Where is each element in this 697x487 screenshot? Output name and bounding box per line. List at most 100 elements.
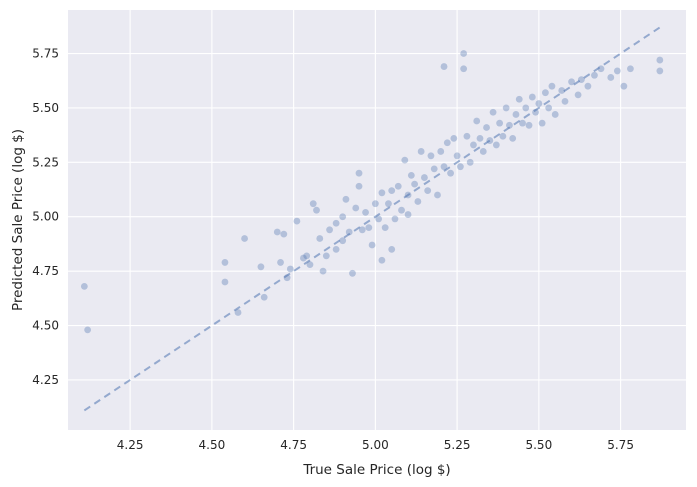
- data-point: [316, 235, 324, 242]
- y-tick-label: 4.25: [32, 373, 59, 387]
- data-point: [407, 171, 415, 179]
- data-point: [545, 104, 553, 112]
- x-axis-label: True Sale Price (log $): [302, 462, 450, 478]
- data-point: [355, 182, 363, 190]
- data-point: [627, 65, 634, 73]
- data-point: [538, 119, 546, 127]
- data-point: [509, 134, 517, 142]
- data-point: [401, 156, 409, 164]
- data-point: [332, 219, 340, 227]
- data-point: [358, 226, 366, 234]
- data-point: [502, 104, 510, 112]
- data-point: [541, 89, 549, 97]
- data-point: [326, 226, 333, 234]
- data-point: [313, 206, 320, 214]
- data-point: [365, 224, 373, 232]
- data-point: [447, 169, 454, 177]
- data-point: [257, 263, 265, 271]
- data-point: [368, 241, 376, 249]
- data-point: [591, 71, 598, 79]
- x-tick-label: 5.75: [607, 438, 634, 452]
- x-tick-label: 4.50: [199, 438, 226, 452]
- x-tick-label: 5.00: [362, 438, 389, 452]
- data-point: [273, 228, 281, 236]
- y-tick-label: 4.50: [32, 319, 59, 333]
- data-point: [332, 245, 340, 253]
- data-point: [607, 74, 615, 81]
- data-point: [499, 132, 507, 140]
- data-point: [515, 95, 523, 103]
- data-point: [535, 100, 543, 107]
- x-tick-labels: 4.25 4.50 4.75 5.00 5.25 5.50 5.75: [117, 438, 634, 452]
- x-tick-label: 5.50: [525, 438, 552, 452]
- data-point: [309, 200, 317, 208]
- y-axis-label: Predicted Sale Price (log $): [10, 129, 26, 311]
- data-point: [489, 108, 497, 116]
- data-point: [440, 163, 448, 171]
- data-point: [80, 282, 88, 290]
- data-point: [241, 235, 248, 242]
- data-point: [584, 82, 592, 90]
- data-point: [394, 182, 402, 190]
- data-point: [456, 163, 464, 171]
- data-point: [613, 67, 621, 75]
- data-point: [306, 261, 314, 269]
- data-point: [558, 87, 566, 94]
- data-point: [430, 165, 438, 173]
- data-point: [221, 259, 229, 266]
- reference-line: [83, 26, 661, 412]
- data-point: [342, 195, 350, 203]
- data-point: [381, 224, 389, 232]
- data-point: [234, 309, 242, 316]
- plot-background: [68, 10, 686, 430]
- data-point: [476, 134, 484, 142]
- data-point: [388, 187, 396, 195]
- data-point: [437, 148, 445, 155]
- data-point: [528, 93, 536, 101]
- data-point: [424, 187, 432, 195]
- data-point: [483, 124, 490, 131]
- data-point: [322, 252, 330, 260]
- data-point: [561, 97, 569, 105]
- data-point: [548, 82, 556, 90]
- x-tick-label: 5.25: [444, 438, 471, 452]
- data-point: [293, 217, 301, 225]
- data-point: [303, 252, 311, 260]
- data-point: [221, 278, 229, 286]
- y-tick-labels: 4.25 4.50 4.75 5.00 5.25 5.50 5.75: [32, 47, 59, 387]
- data-point: [339, 213, 347, 221]
- data-point: [378, 256, 386, 264]
- data-point: [378, 189, 386, 197]
- y-tick-label: 4.75: [32, 264, 59, 278]
- x-tick-label: 4.75: [280, 438, 307, 452]
- data-point: [479, 148, 487, 155]
- data-point: [551, 111, 559, 118]
- data-point: [319, 267, 327, 275]
- data-point: [574, 91, 582, 99]
- data-points: [80, 50, 664, 334]
- data-point: [84, 326, 92, 334]
- data-point: [355, 169, 363, 177]
- data-point: [260, 293, 268, 301]
- data-point: [434, 191, 441, 199]
- data-point: [568, 78, 575, 86]
- data-point: [512, 111, 520, 118]
- data-point: [473, 117, 481, 125]
- data-point: [522, 104, 530, 112]
- data-point: [388, 245, 396, 253]
- data-point: [404, 211, 412, 218]
- data-point: [417, 148, 425, 155]
- data-point: [656, 67, 664, 75]
- data-point: [443, 139, 451, 147]
- data-point: [470, 141, 477, 149]
- data-point: [391, 215, 399, 223]
- data-point: [385, 200, 392, 208]
- data-point: [352, 204, 360, 212]
- data-point: [286, 265, 294, 273]
- y-tick-label: 5.50: [32, 101, 59, 115]
- data-point: [421, 174, 428, 181]
- data-point: [466, 158, 474, 166]
- data-point: [453, 152, 461, 160]
- data-point: [411, 180, 419, 188]
